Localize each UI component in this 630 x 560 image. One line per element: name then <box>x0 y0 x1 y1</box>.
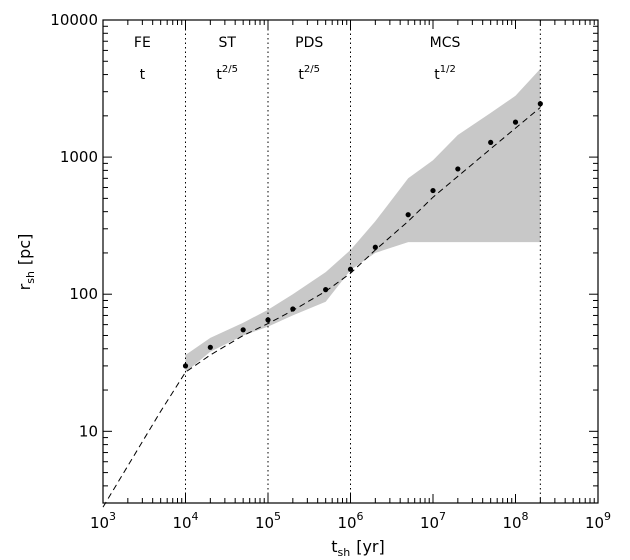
y-tick-label: 1000 <box>60 148 98 166</box>
data-point <box>488 139 494 146</box>
spread-band <box>185 68 541 373</box>
phase-name: MCS <box>430 35 461 51</box>
phase-name: FE <box>134 35 151 51</box>
data-point <box>347 266 354 272</box>
x-tick-label: 103 <box>90 510 116 532</box>
y-axis-label-main: r <box>15 283 34 290</box>
x-axis-label-main: t <box>331 537 337 556</box>
data-point <box>265 317 271 323</box>
y-tick-label: 10 <box>79 422 98 440</box>
data-point <box>323 287 329 293</box>
x-axis-label-sub: sh <box>338 546 351 559</box>
data-points <box>182 101 543 369</box>
data-point <box>290 306 296 312</box>
x-tick-label: 104 <box>172 510 198 532</box>
data-point <box>455 166 461 172</box>
y-axis-label-sub: sh <box>24 271 37 284</box>
x-tick-label: 106 <box>337 510 363 532</box>
y-axis-label: rsh [pc] <box>15 234 37 291</box>
x-tick-label: 107 <box>420 510 446 532</box>
phase-name: ST <box>218 35 236 51</box>
phase-boundaries <box>185 20 541 503</box>
y-axis-label-unit: [pc] <box>15 234 34 265</box>
phase-name: PDS <box>295 35 323 51</box>
y-tick-label: 10000 <box>50 11 98 29</box>
x-tick-label: 105 <box>255 510 281 532</box>
y-tick-label: 100 <box>69 285 98 303</box>
x-tick-label: 109 <box>585 510 611 532</box>
model-line <box>102 107 541 508</box>
data-point <box>240 327 246 333</box>
data-point <box>537 101 543 107</box>
data-point <box>430 187 436 194</box>
x-axis-label: tsh [yr] <box>331 537 385 559</box>
phase-scaling-law: t1/2 <box>434 64 456 83</box>
x-tick-label: 108 <box>502 510 528 532</box>
y-axis: 10 100 1000 10000 <box>50 11 598 504</box>
x-axis: 103 104 105 106 107 108 109 <box>90 20 611 532</box>
data-point <box>405 212 411 218</box>
phase-scaling-law: t <box>140 67 146 83</box>
data-point <box>512 119 519 125</box>
phase-scaling-law: t2/5 <box>216 64 238 83</box>
phase-labels: FE t ST t2/5 PDS t2/5 MCS t1/2 <box>134 35 461 83</box>
phase-scaling-law: t2/5 <box>298 64 320 83</box>
x-axis-label-unit: [yr] <box>356 537 385 556</box>
data-point <box>207 344 213 350</box>
data-point <box>182 363 189 369</box>
data-point <box>372 244 378 250</box>
